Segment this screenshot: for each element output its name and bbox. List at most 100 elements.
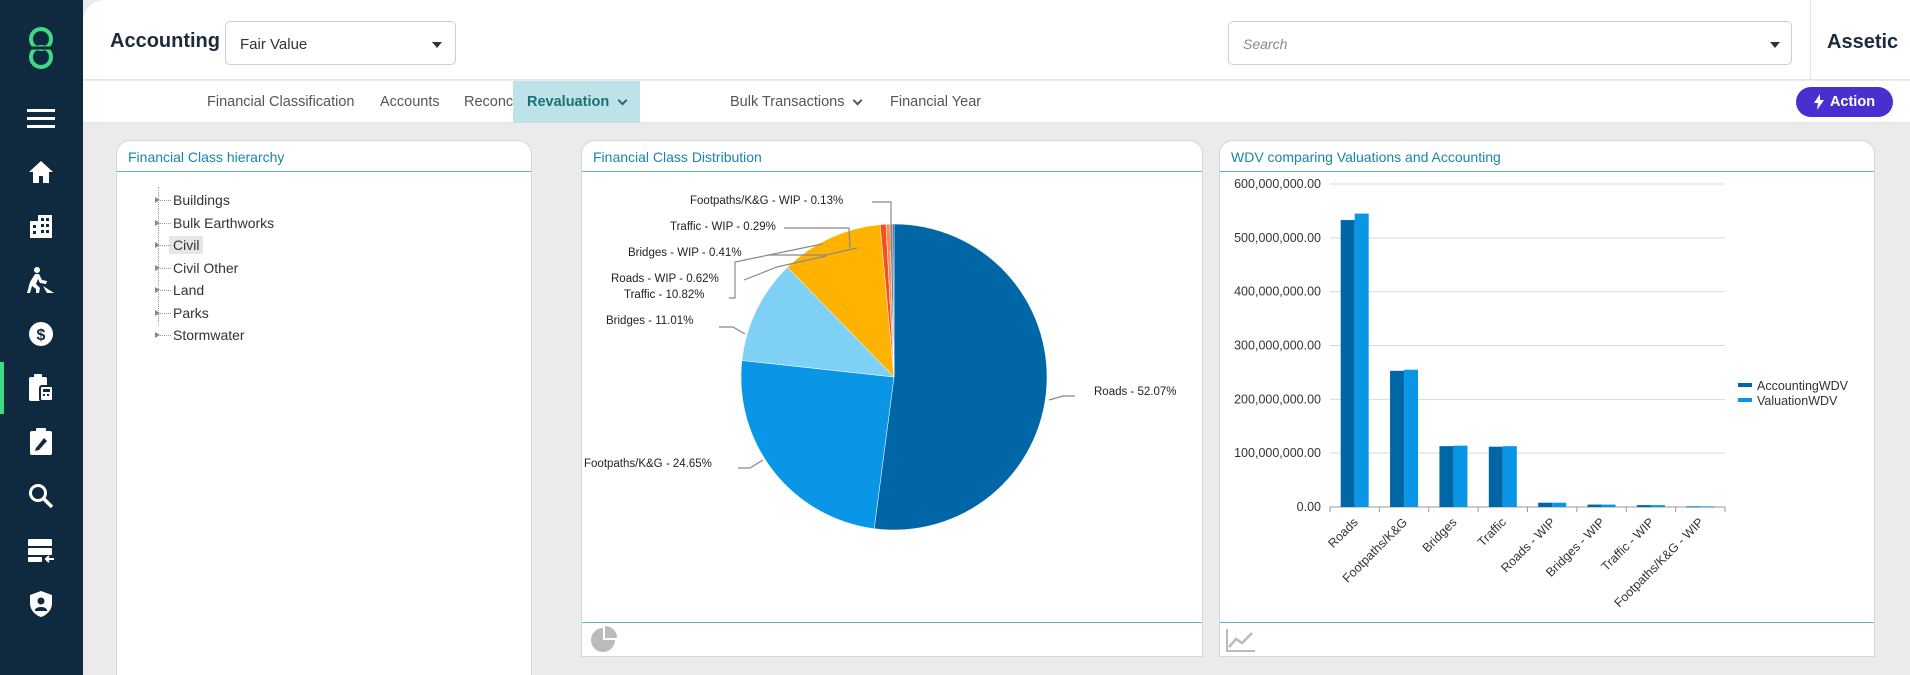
tab-financial-year[interactable]: Financial Year — [876, 81, 995, 123]
expand-icon[interactable] — [155, 197, 160, 203]
lightning-icon — [1813, 94, 1824, 110]
expand-icon[interactable] — [155, 287, 160, 293]
bar[interactable] — [1390, 370, 1405, 507]
pie-data-label: Footpaths/K&G - 24.65% — [584, 458, 712, 470]
tree-item[interactable]: Stormwater — [141, 324, 274, 347]
panel-divider — [582, 171, 1202, 172]
tree-item-label: Stormwater — [173, 327, 245, 344]
data-import-icon[interactable] — [22, 531, 60, 569]
search-box[interactable] — [1228, 21, 1792, 65]
bar[interactable] — [1700, 506, 1715, 508]
tree-item[interactable]: Land — [141, 279, 274, 302]
home-icon[interactable] — [22, 153, 60, 191]
sidebar: $ — [0, 0, 83, 675]
tree-item-selected[interactable]: Civil — [141, 234, 274, 257]
legend-label[interactable]: AccountingWDV — [1757, 379, 1849, 393]
bar[interactable] — [1538, 502, 1553, 507]
view-select[interactable]: Fair Value — [225, 21, 456, 65]
bar[interactable] — [1439, 446, 1454, 507]
pie-data-label: Roads - WIP - 0.62% — [611, 273, 719, 285]
y-tick-label: 500,000,000.00 — [1234, 231, 1321, 245]
bar[interactable] — [1636, 505, 1651, 507]
pie-slice[interactable] — [873, 223, 1048, 531]
tab-bulk-transactions[interactable]: Bulk Transactions — [716, 81, 875, 123]
bar[interactable] — [1404, 369, 1419, 507]
y-tick-label: 300,000,000.00 — [1234, 339, 1321, 353]
pie-slice[interactable] — [741, 266, 895, 378]
finance-icon[interactable]: $ — [22, 315, 60, 353]
wdv-panel: WDV comparing Valuations and Accounting … — [1219, 140, 1875, 657]
action-button[interactable]: Action — [1796, 87, 1893, 117]
pie-leader-line — [719, 326, 746, 335]
bar[interactable] — [1552, 502, 1567, 507]
accounting-icon[interactable] — [22, 369, 60, 407]
legend-swatch — [1738, 398, 1752, 402]
expand-icon[interactable] — [155, 264, 160, 271]
brand-name: Assetic — [1827, 31, 1899, 53]
tab-label: Bulk Transactions — [730, 94, 845, 110]
pie-slice[interactable] — [740, 360, 895, 529]
pie-data-label: Roads - 52.07% — [1094, 386, 1176, 398]
pie-slice[interactable] — [892, 223, 895, 378]
y-tick-label: 600,000,000.00 — [1234, 177, 1321, 191]
tree-item-label: Parks — [173, 304, 209, 321]
x-tick-label: Bridges — [1420, 515, 1460, 555]
bar[interactable] — [1340, 220, 1355, 507]
panel-title: WDV comparing Valuations and Accounting — [1231, 149, 1501, 165]
panel-divider — [117, 171, 531, 172]
buildings-icon[interactable] — [22, 207, 60, 245]
tree-item[interactable]: Bulk Earthworks — [141, 212, 274, 235]
legend-swatch — [1738, 383, 1752, 387]
tab-accounts[interactable]: Accounts — [366, 81, 454, 123]
search-input[interactable] — [1243, 32, 1743, 56]
tree-item-label: Land — [173, 282, 205, 299]
tab-label: Financial Classification — [207, 94, 355, 110]
bar[interactable] — [1354, 213, 1369, 507]
tab-label: Accounts — [380, 94, 440, 110]
tab-financial-classification[interactable]: Financial Classification — [193, 81, 368, 123]
tree-item[interactable]: Civil Other — [141, 257, 274, 280]
hierarchy-panel: Financial Class hierarchy Buildings Bulk… — [116, 140, 532, 675]
pie-data-label: Footpaths/K&G - WIP - 0.13% — [690, 195, 843, 207]
bar[interactable] — [1686, 506, 1701, 508]
menu-icon[interactable] — [22, 99, 60, 137]
bar[interactable] — [1650, 505, 1665, 507]
tab-revaluation[interactable]: Revaluation — [513, 81, 641, 123]
chevron-down-icon[interactable] — [1770, 42, 1780, 48]
tab-label: Financial Year — [890, 94, 982, 110]
view-select-value: Fair Value — [240, 36, 308, 53]
panel-divider — [1220, 171, 1874, 172]
expand-icon[interactable] — [155, 219, 160, 226]
pie-leader-line — [1048, 395, 1075, 401]
chevron-down-icon — [853, 95, 863, 105]
x-tick-label: Roads — [1325, 515, 1360, 550]
panel-title: Financial Class hierarchy — [128, 149, 285, 165]
bar[interactable] — [1502, 446, 1517, 507]
work-icon[interactable] — [22, 261, 60, 299]
hierarchy-tree: Buildings Bulk Earthworks Civil Civil Ot… — [141, 187, 274, 347]
chevron-down-icon — [432, 42, 442, 48]
bar[interactable] — [1601, 504, 1616, 507]
pie-leader-line — [872, 201, 892, 250]
tree-item[interactable]: Buildings — [141, 189, 274, 212]
y-tick-label: 0.00 — [1297, 500, 1321, 514]
header-divider — [1810, 0, 1811, 80]
pie-data-label: Bridges - WIP - 0.41% — [628, 247, 742, 259]
expand-icon[interactable] — [155, 332, 160, 338]
tree-item[interactable]: Parks — [141, 302, 274, 325]
pie-chart-icon[interactable] — [588, 625, 618, 655]
bar[interactable] — [1453, 445, 1468, 507]
line-chart-icon[interactable] — [1225, 627, 1257, 653]
assetic-logo[interactable] — [20, 24, 62, 72]
bar[interactable] — [1488, 446, 1503, 507]
search-icon[interactable] — [22, 477, 60, 515]
security-icon[interactable] — [22, 585, 60, 623]
tree-item-label: Civil — [169, 236, 204, 255]
bar-chart: 0.00 100,000,000.00 200,000,000.00 300,000,… — [1234, 177, 1849, 610]
legend-label[interactable]: ValuationWDV — [1757, 394, 1838, 408]
pie-chart: Roads - 52.07% Footpaths/K&G - 24.65% Brid… — [584, 195, 1176, 531]
expand-icon[interactable] — [155, 309, 160, 316]
bar[interactable] — [1587, 504, 1602, 507]
assessment-icon[interactable] — [22, 423, 60, 461]
expand-icon[interactable] — [155, 242, 160, 248]
